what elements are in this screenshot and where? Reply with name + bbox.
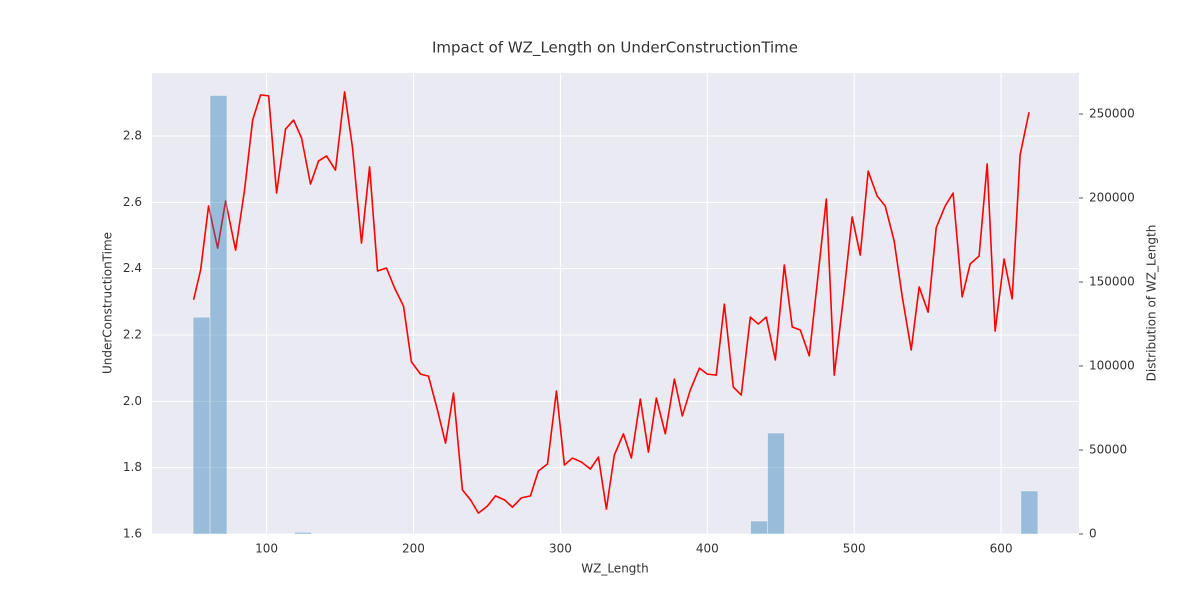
- x-tick-label: 300: [549, 542, 572, 556]
- histogram-bar: [1020, 490, 1039, 535]
- y2-tick-label: 0: [1089, 527, 1097, 541]
- y-tick-label: 2.8: [123, 129, 142, 143]
- histogram-bar: [209, 95, 228, 535]
- y-tick-label: 2.0: [123, 394, 142, 408]
- grid: [152, 73, 1079, 535]
- chart-title: Impact of WZ_Length on UnderConstruction…: [432, 39, 798, 58]
- x-axis-label: WZ_Length: [581, 562, 648, 576]
- line-series: [192, 91, 1030, 514]
- histogram-bar: [294, 532, 312, 535]
- y2-tick-label: 150000: [1089, 274, 1135, 288]
- plot-area: [152, 73, 1079, 534]
- labels: 100 200 300 400 500 600 1.6 1.8 2.0 2.2 2.4 2.6 2.8 0…: [123, 106, 1135, 555]
- marks: [192, 91, 1039, 535]
- y-tick-label: 2.6: [123, 195, 142, 209]
- y2-tick-label: 50000: [1089, 442, 1127, 456]
- y-tick-label: 2.2: [123, 328, 142, 342]
- x-tick-label: 600: [990, 542, 1013, 556]
- y-tick-label: 1.6: [123, 527, 142, 541]
- x-tick-label: 500: [843, 542, 866, 556]
- y2-tick-label: 250000: [1089, 106, 1135, 120]
- x-tick-label: 400: [696, 542, 719, 556]
- histogram-bar: [192, 316, 211, 535]
- y2-tick-label: 100000: [1089, 358, 1135, 372]
- y2-tick-label: 200000: [1089, 190, 1135, 204]
- y-axis-label: UnderConstructionTime: [101, 232, 115, 374]
- y-tick-label: 2.4: [123, 261, 142, 275]
- histogram-bar: [767, 432, 785, 535]
- x-tick-label: 100: [255, 542, 278, 556]
- y2-axis-label: Distribution of WZ_Length: [1145, 225, 1159, 382]
- x-tick-label: 200: [402, 542, 425, 556]
- y-tick-label: 1.8: [123, 460, 142, 474]
- histogram-bar: [750, 520, 768, 535]
